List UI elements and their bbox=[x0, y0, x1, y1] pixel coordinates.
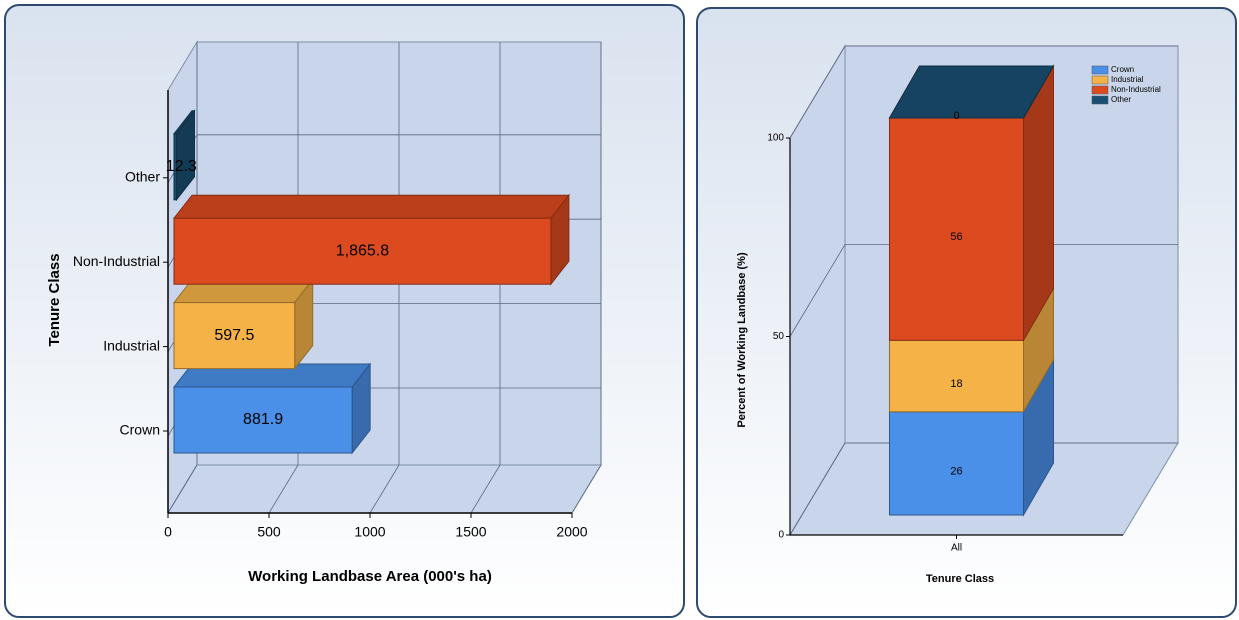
legend-label: Industrial bbox=[1111, 75, 1144, 84]
grid-line bbox=[369, 464, 400, 514]
x-tick-label: All bbox=[951, 543, 962, 554]
legend-swatch bbox=[1091, 95, 1109, 105]
y-tick-label: 100 bbox=[767, 133, 784, 144]
value-label: 26 bbox=[950, 465, 962, 477]
y-axis-title: Percent of Working Landbase (%) bbox=[736, 252, 748, 428]
value-label: 18 bbox=[950, 378, 962, 390]
stacked-chart: 0 50 100 All 26 18 56 0 CrownIndustrialNon-Indus… bbox=[736, 44, 1179, 585]
bar bbox=[889, 117, 1024, 341]
legend-swatch bbox=[1091, 85, 1109, 95]
x-axis-title: Tenure Class bbox=[926, 573, 994, 585]
x-tick-label: 0 bbox=[164, 524, 172, 540]
legend-label: Crown bbox=[1111, 65, 1134, 74]
y-tick-label: Industrial bbox=[103, 337, 160, 353]
grid-line bbox=[789, 45, 846, 139]
bar bbox=[173, 386, 353, 454]
bar bbox=[173, 302, 296, 370]
value-label: 881.9 bbox=[243, 411, 283, 428]
y-tick-label: Non-Industrial bbox=[73, 253, 160, 269]
bar bbox=[173, 133, 177, 201]
value-label: 0 bbox=[953, 110, 959, 122]
grid-line bbox=[571, 464, 602, 514]
bar-top bbox=[172, 194, 570, 219]
x-tick-label: 500 bbox=[257, 524, 281, 540]
value-label: 56 bbox=[950, 231, 962, 243]
y-axis-title: Tenure Class bbox=[46, 253, 63, 346]
legend-swatch bbox=[1091, 65, 1109, 75]
grid-line bbox=[470, 464, 501, 514]
legend-swatch bbox=[1091, 75, 1109, 85]
grid-line bbox=[789, 244, 846, 337]
grid-line bbox=[167, 464, 198, 514]
x-tick-label: 1500 bbox=[455, 524, 486, 540]
x-axis-title: Working Landbase Area (000's ha) bbox=[248, 568, 492, 585]
bar bbox=[173, 217, 552, 285]
value-label: 12.3 bbox=[166, 158, 197, 175]
legend-label: Non-Industrial bbox=[1111, 85, 1161, 94]
value-label: 597.5 bbox=[214, 327, 254, 344]
x-tick-label: 1000 bbox=[354, 524, 385, 540]
bar bbox=[889, 411, 1024, 516]
bar-side bbox=[1023, 65, 1054, 119]
y-tick-label: Crown bbox=[120, 422, 160, 438]
value-label: 1,865.8 bbox=[336, 242, 389, 259]
bar-chart: 0 500 1000 1500 2000 Crown 881.9 Industrial 597.… bbox=[46, 40, 602, 585]
grid-line bbox=[789, 442, 846, 536]
y-tick-label: 0 bbox=[778, 530, 784, 541]
legend-label: Other bbox=[1111, 95, 1131, 104]
x-tick-label: 2000 bbox=[556, 524, 587, 540]
y-tick-label: 50 bbox=[773, 331, 785, 342]
bar bbox=[889, 339, 1024, 413]
y-tick-label: Other bbox=[125, 169, 160, 185]
grid-line bbox=[268, 464, 299, 514]
